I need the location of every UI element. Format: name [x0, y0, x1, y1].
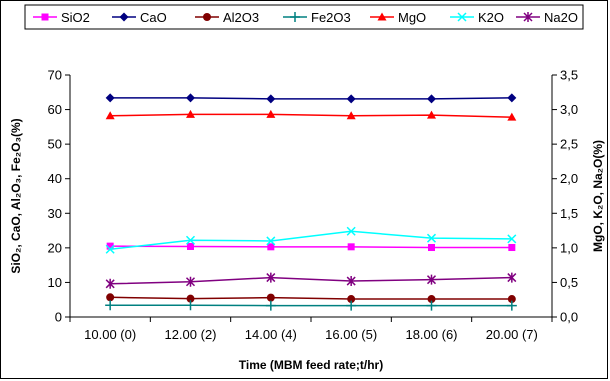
legend-label: Al2O3 — [223, 10, 259, 25]
left-tick-label: 10 — [48, 275, 62, 290]
data-point-al2o3 — [266, 293, 275, 302]
data-point-al2o3 — [106, 293, 115, 302]
legend-label: SiO2 — [61, 10, 90, 25]
data-point-k2o — [266, 236, 276, 246]
data-point-mgo — [427, 110, 436, 119]
data-point-na2o — [266, 272, 276, 283]
series-al2o3 — [106, 293, 516, 304]
legend-label: MgO — [398, 10, 426, 25]
data-point-na2o — [185, 276, 196, 287]
series-line-al2o3 — [110, 296, 512, 300]
data-point-sio2 — [428, 244, 435, 252]
series-mgo — [105, 109, 517, 121]
data-point-mgo — [507, 112, 517, 121]
left-tick-label: 20 — [48, 240, 62, 255]
series-line-mgo — [110, 113, 512, 118]
data-point-sio2 — [508, 244, 516, 252]
x-tick-label: 20.00 (7) — [486, 327, 538, 342]
x-axis-title: Time (MBM feed rate;t/hr) — [239, 358, 383, 372]
right-tick-label: 2,5 — [560, 137, 578, 152]
data-point-al2o3 — [427, 295, 436, 304]
data-point-fe2o3 — [265, 300, 276, 311]
right-tick-label: 2,0 — [560, 171, 578, 186]
x-tick-label: 10.00 (0) — [84, 327, 136, 342]
legend-label: K2O — [478, 10, 504, 25]
data-point-na2o — [507, 272, 517, 283]
series-sio2 — [106, 242, 516, 252]
legend-swatch-marker — [523, 12, 533, 22]
data-point-k2o — [507, 234, 517, 244]
right-tick-label: 0,5 — [560, 275, 578, 290]
data-point-na2o — [105, 278, 115, 289]
left-tick-label: 0 — [55, 310, 62, 325]
data-point-cao — [105, 93, 115, 103]
data-point-fe2o3 — [426, 300, 437, 311]
data-point-na2o — [346, 276, 356, 287]
x-tick-label: 12.00 (2) — [164, 327, 216, 342]
legend-label: Na2O — [544, 10, 578, 25]
data-point-fe2o3 — [185, 300, 196, 311]
legend-label: Fe2O3 — [311, 10, 351, 25]
data-point-mgo — [186, 109, 195, 118]
legend-swatch-marker — [41, 13, 49, 21]
data-point-cao — [346, 94, 356, 104]
data-point-fe2o3 — [105, 300, 116, 311]
data-point-mgo — [346, 111, 356, 120]
series-line-k2o — [110, 230, 512, 250]
data-point-mgo — [266, 109, 276, 118]
series-fe2o3 — [105, 300, 517, 311]
data-point-k2o — [185, 235, 196, 245]
data-point-sio2 — [106, 242, 114, 250]
data-point-k2o — [346, 226, 356, 236]
data-point-al2o3 — [507, 295, 516, 304]
data-point-cao — [186, 93, 195, 103]
data-point-sio2 — [187, 242, 194, 250]
data-point-mgo — [105, 111, 115, 120]
data-point-fe2o3 — [346, 300, 357, 311]
series-na2o — [105, 272, 517, 289]
left-tick-label: 50 — [48, 137, 62, 152]
left-tick-label: 60 — [48, 102, 62, 117]
series-line-na2o — [110, 276, 512, 285]
legend-swatch-marker — [457, 12, 467, 22]
data-point-na2o — [426, 274, 437, 285]
x-tick-label: 18.00 (6) — [405, 327, 457, 342]
data-point-k2o — [105, 244, 115, 254]
x-tick-label: 14.00 (4) — [245, 327, 297, 342]
right-tick-label: 1,0 — [560, 240, 578, 255]
data-point-k2o — [426, 233, 437, 243]
series-k2o — [105, 226, 517, 254]
data-point-cao — [427, 94, 436, 104]
data-point-fe2o3 — [506, 300, 517, 311]
right-tick-label: 3,0 — [560, 102, 578, 117]
series-line-sio2 — [110, 245, 512, 249]
legend-swatch-marker — [290, 12, 300, 22]
right-y-axis-title: MgO, K₂O, Na₂O(%) — [591, 140, 605, 252]
data-point-cao — [507, 93, 517, 103]
data-point-al2o3 — [186, 294, 195, 303]
left-y-axis-title: SiO₂, CaO, Al₂O₃, Fe₂O₃(%) — [9, 118, 23, 273]
series-cao — [105, 93, 517, 104]
legend-swatch-marker — [119, 12, 129, 22]
left-tick-label: 70 — [48, 68, 62, 83]
x-tick-label: 16.00 (5) — [325, 327, 377, 342]
series-line-cao — [110, 97, 512, 100]
legend-swatch-marker — [377, 12, 387, 21]
right-tick-label: 3,5 — [560, 68, 578, 83]
data-point-al2o3 — [347, 295, 356, 304]
data-point-sio2 — [267, 243, 275, 251]
left-tick-label: 30 — [48, 206, 62, 221]
right-tick-label: 1,5 — [560, 206, 578, 221]
left-tick-label: 40 — [48, 171, 62, 186]
legend-label: CaO — [140, 10, 167, 25]
legend-swatch-marker — [203, 13, 211, 21]
data-point-cao — [266, 94, 276, 104]
data-point-sio2 — [347, 243, 355, 251]
right-tick-label: 0,0 — [560, 310, 578, 325]
